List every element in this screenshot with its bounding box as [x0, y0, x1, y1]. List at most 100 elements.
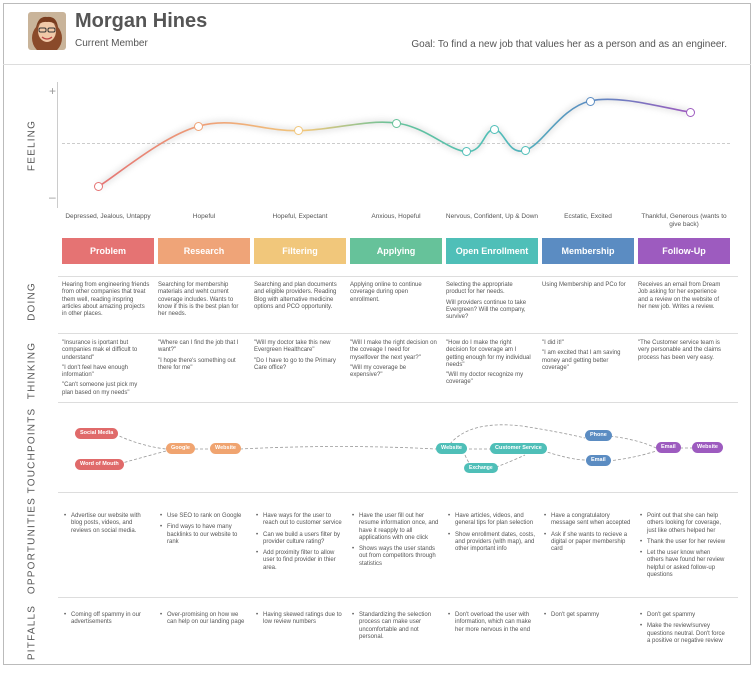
persona-goal: Goal: To find a new job that values her … — [411, 39, 727, 50]
thinking-text: "I don't feel have enough information" — [62, 364, 128, 379]
doing-text: Receives an email from Dream Job asking … — [638, 282, 721, 310]
pitfalls-list: Standardizing the selection process can … — [352, 612, 440, 641]
opportunities-item: Point out that she can help others looki… — [640, 513, 728, 535]
header-divider — [3, 64, 751, 65]
doing-text: Hearing from engineering friends from ot… — [62, 282, 150, 318]
doing-text: Using Membership and PCo for — [542, 282, 626, 288]
feeling-axis — [57, 82, 58, 208]
opportunities-list: Have a congratulatory message sent when … — [544, 513, 632, 553]
opportunities-item: Thank the user for her review — [640, 539, 728, 547]
feeling-label-0: Depressed, Jealous, Untappy — [65, 213, 151, 220]
opportunities-list: Have the user fill out her resume inform… — [352, 513, 440, 568]
doing-cell-1: Searching for membership materials and w… — [158, 282, 246, 321]
touchpoint-customer-service: Customer Service — [490, 443, 547, 454]
doing-text: Selecting the appropriate product for he… — [446, 282, 513, 296]
opportunities-item: Have the user fill out her resume inform… — [352, 513, 440, 542]
touchpoint-google: Google — [166, 443, 195, 454]
feeling-point-3 — [391, 118, 401, 128]
doing-text: Searching for membership materials and w… — [158, 282, 239, 318]
pitfalls-cell-4: Don't overload the user with information… — [448, 612, 536, 638]
opportunities-cell-4: Have articles, videos, and general tips … — [448, 513, 536, 557]
pitfalls-cell-0: Coming off spammy in our advertisements — [64, 612, 152, 631]
pitfalls-cell-2: Having skewed ratings due to low review … — [256, 612, 344, 631]
thinking-text: "Will my doctor take this new Evergreen … — [254, 340, 331, 354]
touchpoint-email-followup: Email — [656, 442, 681, 453]
thinking-text: "Will I make the right decision on the c… — [350, 340, 437, 361]
doing-cell-4: Selecting the appropriate product for he… — [446, 282, 534, 324]
feeling-label-1: Hopeful — [192, 213, 216, 220]
divider-doing-top — [58, 276, 738, 277]
touchpoint-phone: Phone — [585, 430, 612, 441]
feeling-point-8 — [685, 107, 695, 117]
pitfalls-item: Don't overload the user with information… — [448, 612, 536, 634]
opportunities-list: Have ways for the user to reach out to c… — [256, 513, 344, 572]
pitfalls-list: Don't get spammy — [544, 612, 632, 620]
opportunities-list: Have articles, videos, and general tips … — [448, 513, 536, 553]
thinking-text: "Insurance is iportant but companies mak… — [62, 340, 138, 361]
doing-text: Searching and plan documents and eligibl… — [254, 282, 337, 310]
doing-cell-0: Hearing from engineering friends from ot… — [62, 282, 150, 321]
thinking-text: "Where can I find the job that I want?" — [158, 340, 239, 354]
opportunities-item: Have a congratulatory message sent when … — [544, 513, 632, 528]
pitfalls-item: Don't get spammy — [544, 612, 632, 620]
feeling-point-7 — [585, 96, 595, 106]
thinking-cell-1: "Where can I find the job that I want?" "… — [158, 340, 246, 375]
stage-header-2: Filtering — [254, 238, 346, 264]
touchpoint-email-membership: Email — [586, 455, 611, 466]
opportunities-cell-5: Have a congratulatory message sent when … — [544, 513, 632, 557]
thinking-text: "Do I have to go to the Primary Care off… — [254, 357, 336, 371]
pitfalls-list: Don't get spammy Make the review/survey q… — [640, 612, 728, 645]
pitfalls-list: Over-promising on how we can help on our… — [160, 612, 248, 627]
feeling-label-3: Anxious, Hopeful — [371, 213, 421, 220]
pitfalls-cell-3: Standardizing the selection process can … — [352, 612, 440, 645]
thinking-cell-6: "The Customer service team is very perso… — [638, 340, 726, 365]
opportunities-item: Have articles, videos, and general tips … — [448, 513, 536, 528]
pitfalls-item: Don't get spammy — [640, 612, 728, 620]
pitfalls-item: Over-promising on how we can help on our… — [160, 612, 248, 627]
thinking-text: "Will my doctor recognize my coverage" — [446, 372, 524, 386]
feeling-minus-label: – — [49, 190, 56, 204]
opportunities-list: Advertise our website with blog posts, v… — [64, 513, 152, 535]
stage-header-1: Research — [158, 238, 250, 264]
persona-role: Current Member — [75, 38, 148, 49]
opportunities-item: Add proximity filter to allow user to fi… — [256, 550, 344, 572]
pitfalls-item: Having skewed ratings due to low review … — [256, 612, 344, 627]
feeling-point-2 — [293, 126, 303, 136]
thinking-text: "The Customer service team is very perso… — [638, 340, 722, 361]
opportunities-item: Advertise our website with blog posts, v… — [64, 513, 152, 535]
touchpoint-exchange: Exchange — [464, 463, 498, 473]
pitfalls-list: Coming off spammy in our advertisements — [64, 612, 152, 627]
thinking-cell-5: "I did it!" "I am excited that I am savin… — [542, 340, 630, 375]
thinking-text: "I hope there's something out there for … — [158, 357, 236, 371]
feeling-point-1 — [193, 121, 203, 131]
touchpoint-social-media: Social Media — [75, 428, 119, 439]
touchpoint-website-followup: Website — [692, 442, 723, 453]
doing-cell-5: Using Membership and PCo for — [542, 282, 630, 292]
pitfalls-list: Don't overload the user with information… — [448, 612, 536, 634]
opportunities-item: Let the user know when others have found… — [640, 550, 728, 579]
thinking-cell-3: "Will I make the right decision on the c… — [350, 340, 438, 382]
doing-text: Will providers continue to take Evergree… — [446, 299, 527, 321]
pitfalls-item: Standardizing the selection process can … — [352, 612, 440, 641]
touchpoint-website-research: Website — [210, 443, 241, 454]
feeling-label-6: Thankful, Generous (wants to give back) — [641, 213, 727, 228]
thinking-cell-0: "Insurance is iportant but companies mak… — [62, 340, 150, 400]
pitfalls-item: Make the review/survey questions neutral… — [640, 623, 728, 645]
thinking-text: "Will my coverage be expensive?" — [350, 364, 407, 379]
thinking-text: "I did it!" — [542, 340, 564, 346]
opportunities-item: Can we build a users filter by provider … — [256, 532, 344, 547]
pitfalls-cell-6: Don't get spammy Make the review/survey q… — [640, 612, 728, 649]
opportunities-list: Use SEO to rank on Google Find ways to ha… — [160, 513, 248, 546]
thinking-cell-4: "How do I make the right decision for co… — [446, 340, 534, 390]
divider-pitfalls-top — [58, 597, 738, 598]
stage-header-0: Problem — [62, 238, 154, 264]
journey-map-frame — [3, 3, 751, 665]
feeling-label-2: Hopeful, Expectant — [272, 213, 328, 220]
opportunities-cell-2: Have ways for the user to reach out to c… — [256, 513, 344, 576]
stage-header-5: Membership — [542, 238, 634, 264]
feeling-point-0 — [93, 182, 103, 192]
pitfalls-cell-1: Over-promising on how we can help on our… — [160, 612, 248, 631]
divider-thinking-top — [58, 333, 738, 334]
thinking-text: "Can't someone just pick my plan based o… — [62, 382, 138, 396]
avatar — [28, 12, 66, 50]
